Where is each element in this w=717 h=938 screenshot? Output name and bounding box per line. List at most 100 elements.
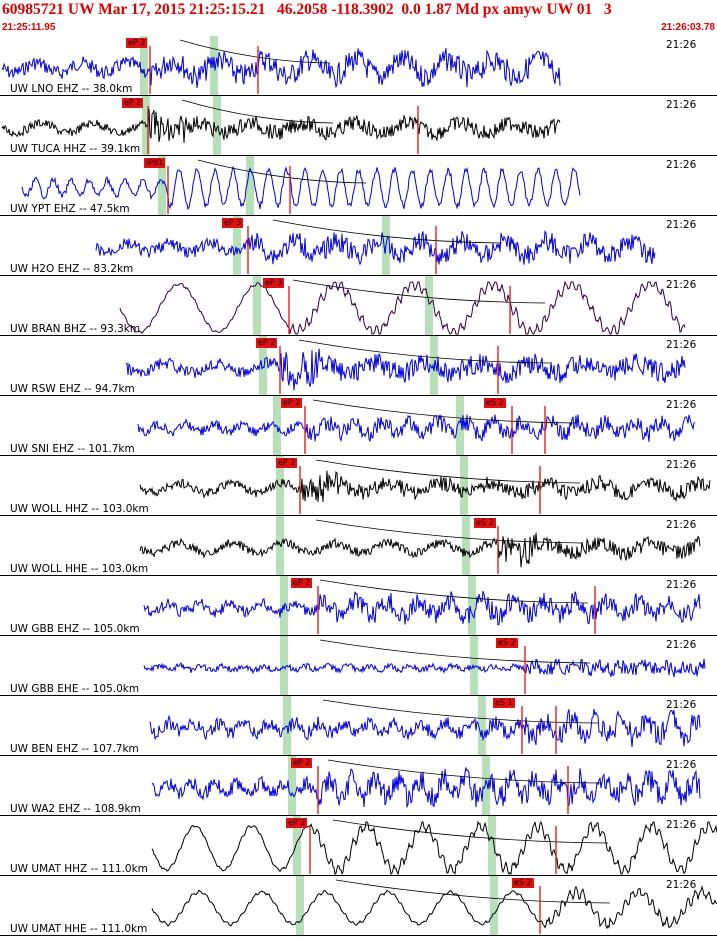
panel-time-mark: 21:26 xyxy=(666,579,697,591)
trace-panel[interactable] xyxy=(0,876,717,936)
waveform-trace xyxy=(151,820,717,876)
s-window xyxy=(478,696,486,755)
travel-time-curve xyxy=(322,699,599,724)
waveform-trace xyxy=(95,230,656,266)
trace-panel[interactable] xyxy=(0,156,717,216)
pick-tag[interactable]: eP 2 xyxy=(291,758,313,768)
panel-time-mark: 21:26 xyxy=(666,819,697,831)
p-window xyxy=(276,516,284,575)
travel-time-curve xyxy=(292,279,546,304)
trace-panel[interactable] xyxy=(0,636,717,696)
trace-panel[interactable] xyxy=(0,696,717,756)
s-window xyxy=(482,756,490,815)
p-window xyxy=(296,876,304,935)
p-window xyxy=(158,156,166,215)
station-label: UW GBB EHE -- 105.0km xyxy=(10,683,140,695)
pick-tag[interactable]: eS 2 xyxy=(484,398,506,408)
panel-time-mark: 21:26 xyxy=(666,519,697,531)
pick-tag[interactable]: eP 3 xyxy=(263,278,285,288)
travel-time-curve xyxy=(335,879,611,904)
panel-time-mark: 21:26 xyxy=(666,459,697,471)
travel-time-curve xyxy=(312,399,577,424)
pick-tag[interactable]: eP 2 xyxy=(122,98,144,108)
waveform-trace xyxy=(151,885,717,930)
trace-panel[interactable] xyxy=(0,36,717,96)
trace-panel[interactable] xyxy=(0,96,717,156)
pick-tag[interactable]: eP 2 xyxy=(291,578,313,588)
trace-panel[interactable] xyxy=(0,516,717,576)
p-window xyxy=(288,756,296,815)
trace-panel[interactable] xyxy=(0,456,717,516)
travel-time-curve xyxy=(197,159,367,184)
pick-tag[interactable]: iPd1 xyxy=(144,158,166,168)
trace-panel[interactable] xyxy=(0,576,717,636)
pick-tag[interactable]: eS 2 xyxy=(496,638,518,648)
panel-time-mark: 21:26 xyxy=(666,759,697,771)
pick-tag[interactable]: eS 2 xyxy=(512,878,534,888)
station-label: UW TUCA HHZ -- 39.1km xyxy=(10,143,141,155)
event-header-title: 60985721 UW Mar 17, 2015 21:25:15.21 46.… xyxy=(2,1,612,18)
travel-time-curve xyxy=(298,339,551,364)
s-window xyxy=(213,96,221,155)
p-window xyxy=(233,216,241,275)
p-window xyxy=(280,576,288,635)
trace-panel[interactable] xyxy=(0,276,717,336)
p-window xyxy=(293,816,301,875)
travel-time-curve xyxy=(327,759,603,784)
waveform-trace xyxy=(139,532,701,568)
s-window xyxy=(488,816,496,875)
pick-tag[interactable]: eP 2 xyxy=(256,338,278,348)
s-window xyxy=(490,876,498,935)
waveform-trace xyxy=(119,280,686,335)
s-window xyxy=(210,36,218,95)
trace-panel[interactable] xyxy=(0,336,717,396)
panel-time-mark: 21:26 xyxy=(666,159,697,171)
travel-time-curve xyxy=(315,459,581,484)
pick-tag[interactable]: eS 1 xyxy=(493,698,515,708)
pick-tag[interactable]: eP 3 xyxy=(222,218,244,228)
station-label: UW WA2 EHZ -- 108.9km xyxy=(10,803,141,815)
trace-panel[interactable] xyxy=(0,396,717,456)
s-window xyxy=(246,156,254,215)
station-label: UW SNI EHZ -- 101.7km xyxy=(10,443,135,455)
panel-time-mark: 21:26 xyxy=(666,279,697,291)
pick-tag[interactable]: eP 2 xyxy=(286,818,308,828)
travel-time-curve xyxy=(272,219,503,244)
waveform-trace xyxy=(139,470,711,503)
waveform-trace xyxy=(143,658,706,678)
panel-time-mark: 21:26 xyxy=(666,99,697,111)
waveform-trace xyxy=(149,709,701,747)
panel-time-mark: 21:26 xyxy=(666,39,697,51)
p-window xyxy=(259,336,267,395)
travel-time-curve xyxy=(179,39,331,64)
pick-tag[interactable]: eP 2 xyxy=(276,458,298,468)
s-window xyxy=(430,336,438,395)
station-label: UW YPT EHZ -- 47.5km xyxy=(10,203,130,215)
s-window xyxy=(470,636,478,695)
waveform-trace xyxy=(1,48,561,89)
s-window xyxy=(456,396,464,455)
pick-tag[interactable]: eS 2 xyxy=(474,518,496,528)
panel-time-mark: 21:26 xyxy=(666,699,697,711)
trace-panel[interactable] xyxy=(0,756,717,816)
s-window xyxy=(462,516,470,575)
pick-tag[interactable]: eP 2 xyxy=(126,38,148,48)
waveform-trace xyxy=(21,165,581,211)
window-start-time: 21:25:11.95 xyxy=(2,22,56,33)
trace-plot-area[interactable] xyxy=(0,36,717,938)
panel-time-mark: 21:26 xyxy=(666,639,697,651)
panel-time-mark: 21:26 xyxy=(666,879,697,891)
waveform-trace xyxy=(151,766,701,809)
p-window xyxy=(280,636,288,695)
p-window xyxy=(253,276,261,335)
pick-tag[interactable]: eP 2 xyxy=(281,398,303,408)
station-label: UW H2O EHZ -- 83.2km xyxy=(10,263,134,275)
s-window xyxy=(460,456,468,515)
p-window xyxy=(140,36,148,95)
panel-time-mark: 21:26 xyxy=(666,399,697,411)
travel-time-curve xyxy=(181,99,334,124)
trace-panel[interactable] xyxy=(0,816,717,876)
station-label: UW GBB EHZ -- 105.0km xyxy=(10,623,140,635)
trace-panel[interactable] xyxy=(0,216,717,276)
travel-time-curve xyxy=(319,579,589,604)
